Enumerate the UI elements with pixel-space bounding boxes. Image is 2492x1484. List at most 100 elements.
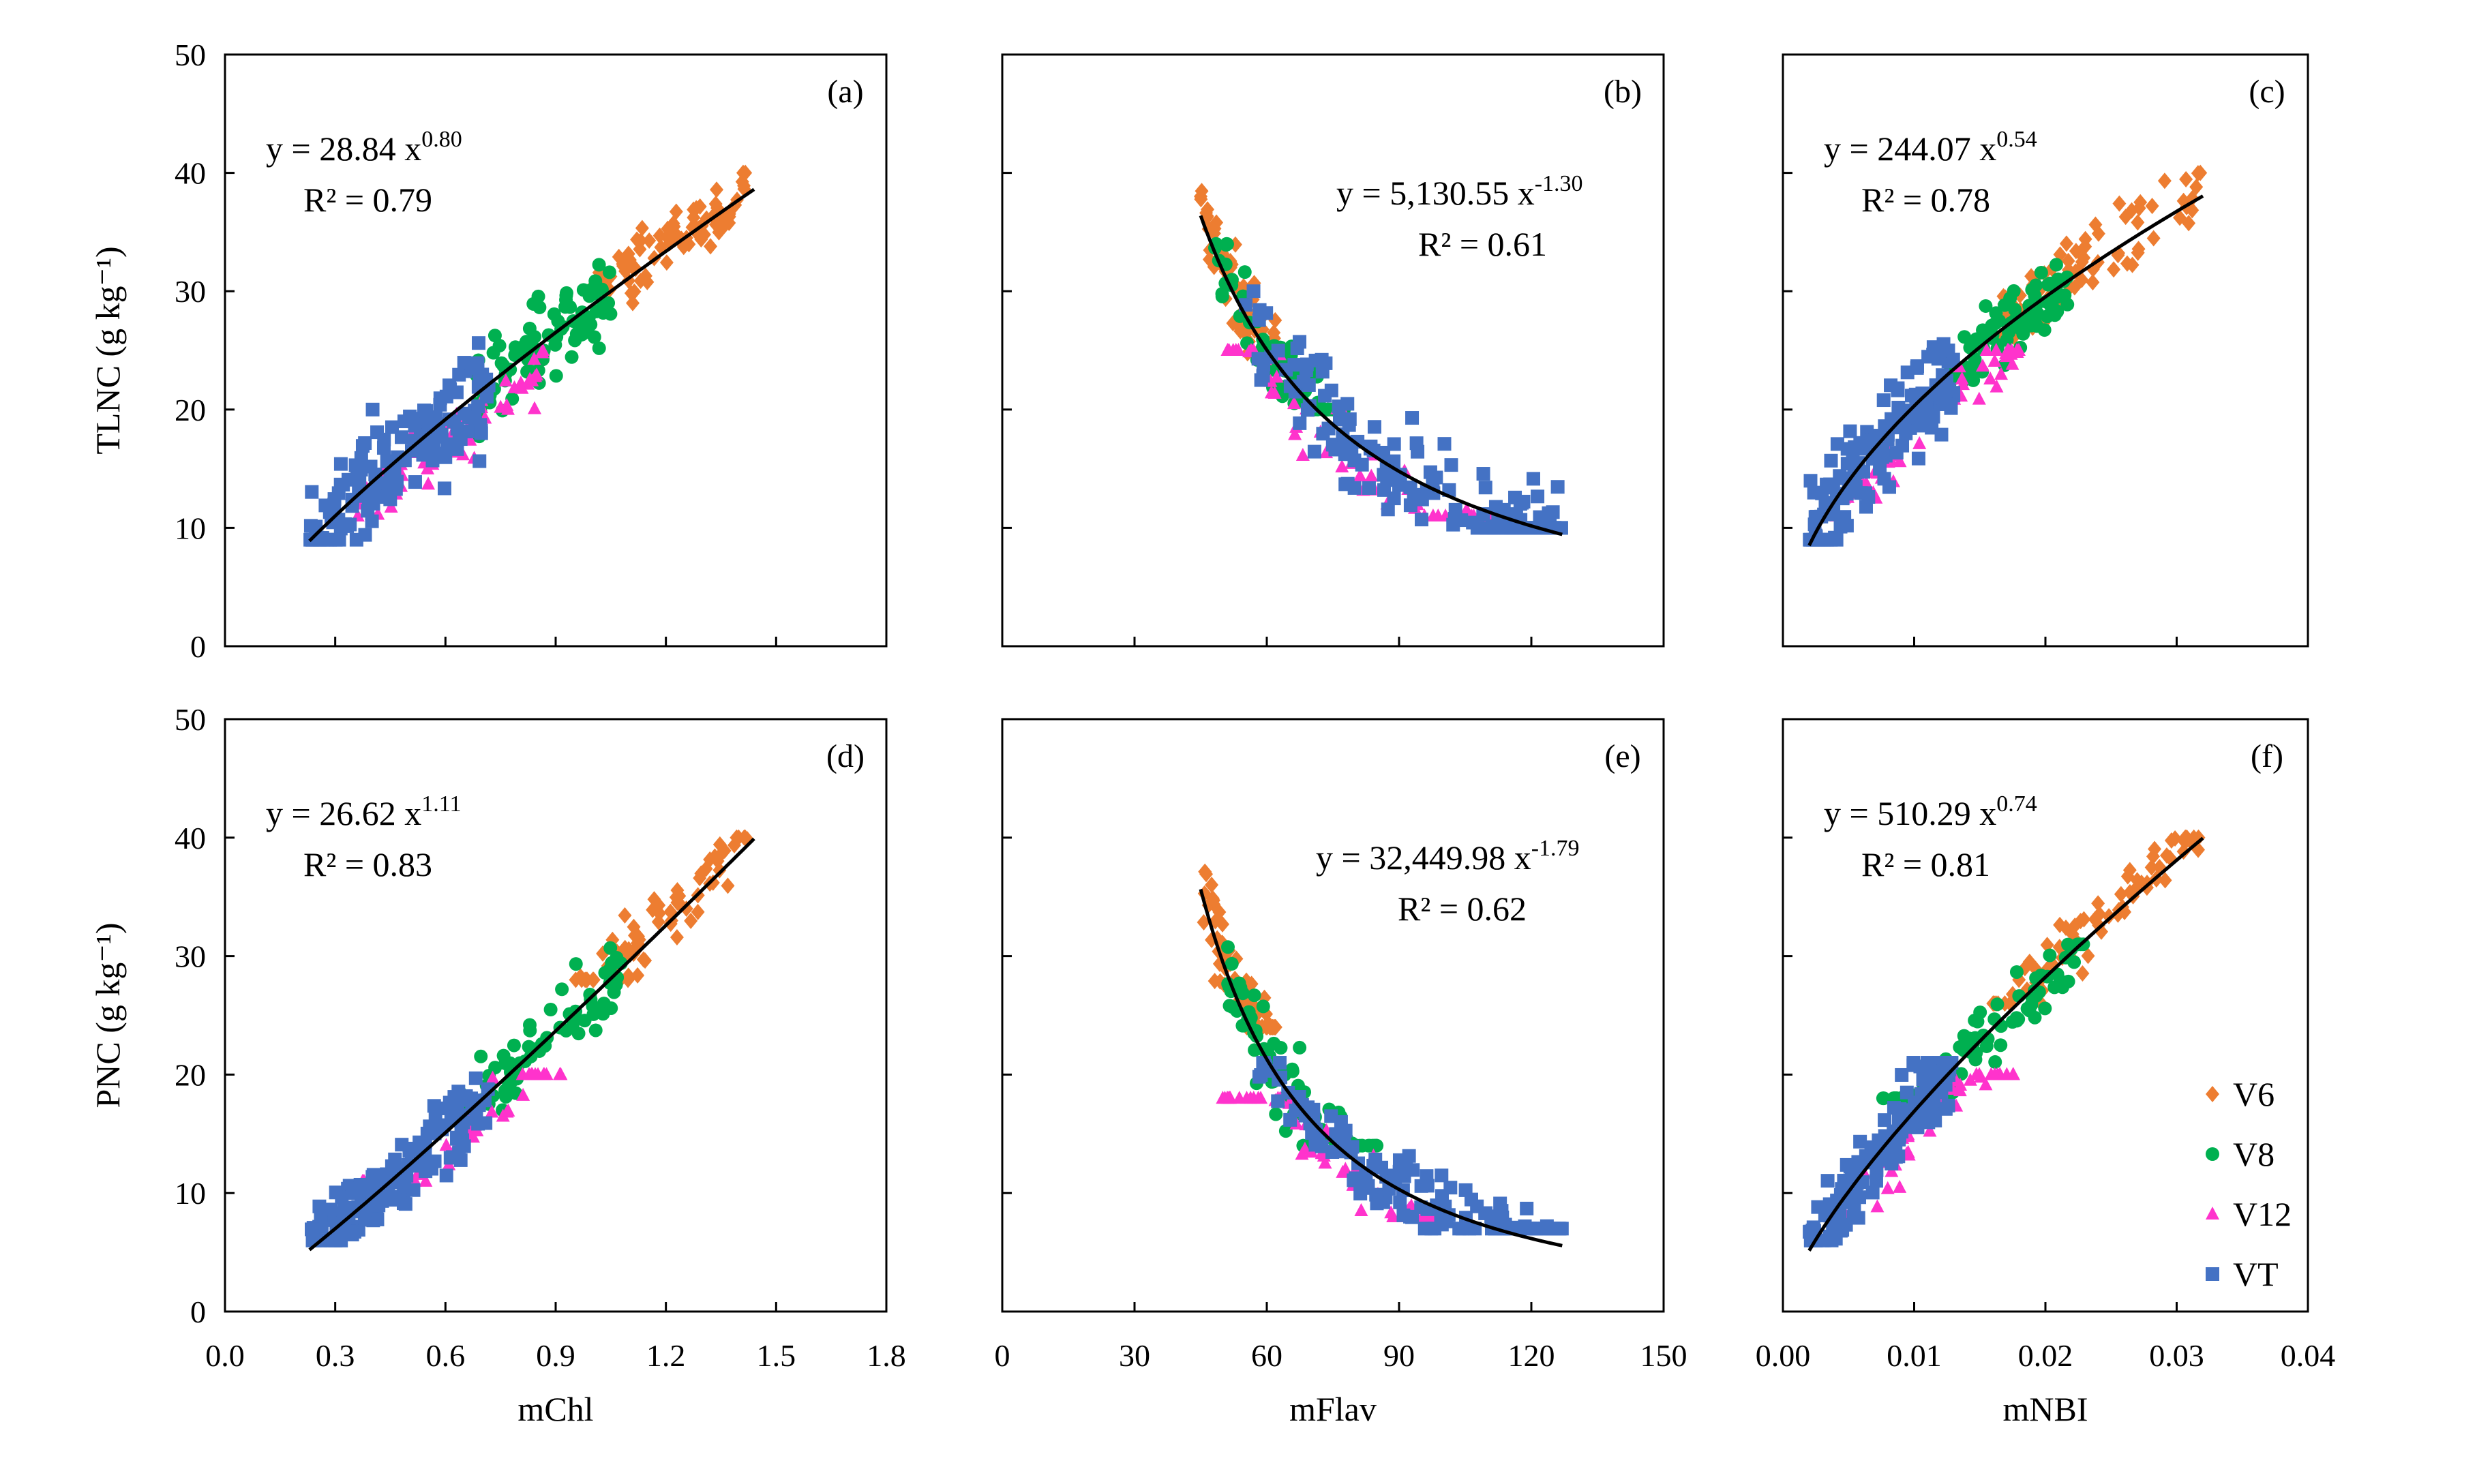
x-tick-label: 0.01 <box>1887 1338 1942 1373</box>
point-vt <box>1387 491 1401 506</box>
point-v8 <box>568 333 582 348</box>
point-v6 <box>730 829 744 846</box>
point-vt <box>1476 467 1490 481</box>
point-v12 <box>1987 353 2002 367</box>
point-vt <box>471 399 485 413</box>
point-v8 <box>584 318 598 332</box>
point-v6 <box>704 238 718 255</box>
point-v8 <box>2040 309 2054 324</box>
point-vt <box>376 441 391 455</box>
point-vt <box>318 498 333 513</box>
point-vt <box>1437 437 1452 451</box>
point-v12 <box>1287 396 1301 410</box>
point-v12 <box>1972 1067 1987 1080</box>
point-v12 <box>531 1067 545 1080</box>
point-vt <box>1826 1221 1840 1235</box>
r-squared: R² = 0.78 <box>1861 181 1990 219</box>
point-vt <box>1495 1210 1510 1224</box>
point-v12 <box>1364 468 1379 482</box>
point-vt <box>305 1222 319 1237</box>
point-v8 <box>610 952 624 966</box>
fit-equation: y = 26.62 x1.11 <box>266 791 461 832</box>
point-v6 <box>2148 841 2162 858</box>
point-vt <box>345 1186 359 1200</box>
point-vt <box>1324 1109 1338 1123</box>
point-vt <box>381 476 395 490</box>
point-v6 <box>2092 905 2107 922</box>
point-v6 <box>2061 252 2075 269</box>
point-vt <box>1424 1222 1439 1236</box>
point-v6 <box>669 203 683 220</box>
r-squared: R² = 0.83 <box>303 845 432 883</box>
point-vt <box>1414 1179 1428 1193</box>
point-v6 <box>1244 975 1259 993</box>
point-vt <box>397 414 411 429</box>
point-vt <box>462 1093 476 1107</box>
x-tick-label: 1.8 <box>867 1338 906 1373</box>
legend-marker-v6 <box>2206 1086 2219 1102</box>
point-vt <box>329 1185 343 1200</box>
fit-equation: y = 32,449.98 x-1.79 <box>1316 836 1580 877</box>
point-vt <box>1900 1085 1914 1100</box>
point-vt <box>1829 532 1844 547</box>
point-v6 <box>631 967 645 984</box>
point-v8 <box>2008 303 2022 317</box>
point-vt <box>434 427 449 442</box>
point-vt <box>1835 1182 1849 1196</box>
point-v12 <box>528 401 542 414</box>
point-v12 <box>1902 1147 1916 1161</box>
point-v6 <box>627 283 642 300</box>
point-v8 <box>603 941 618 955</box>
panel-label: (f) <box>2251 738 2283 774</box>
scatter-points <box>305 829 755 1247</box>
point-v12 <box>1989 343 2003 356</box>
point-v6 <box>1207 973 1222 990</box>
point-v8 <box>2049 258 2063 272</box>
point-vt <box>1306 1102 1321 1117</box>
point-vt <box>1938 1102 1953 1116</box>
point-v8 <box>565 350 579 364</box>
y-tick-label: 30 <box>175 274 206 309</box>
point-vt <box>447 414 461 429</box>
point-vt <box>370 425 385 440</box>
point-vt <box>373 1174 387 1188</box>
point-vt <box>1271 1094 1285 1108</box>
fit-curve <box>1199 215 1563 536</box>
y-axis-title: TLNC (g kg⁻¹) <box>89 246 127 454</box>
y-tick-label: 30 <box>175 939 206 974</box>
point-v8 <box>1256 999 1270 1014</box>
point-v6 <box>2122 862 2137 879</box>
point-v6 <box>2078 238 2092 255</box>
r-squared: R² = 0.61 <box>1418 225 1547 263</box>
x-tick-label: 0.03 <box>2149 1338 2204 1373</box>
point-v6 <box>642 232 657 249</box>
fit-equation: y = 28.84 x0.80 <box>266 127 462 168</box>
point-vt <box>1409 436 1424 451</box>
legend-label-v6: V6 <box>2233 1075 2275 1113</box>
point-v8 <box>2028 316 2043 331</box>
r-squared: R² = 0.81 <box>1861 845 1990 883</box>
x-tick-label: 0 <box>995 1338 1010 1373</box>
point-vt <box>324 1202 338 1217</box>
point-vt <box>1338 447 1352 461</box>
point-vt <box>1252 303 1267 317</box>
point-vt <box>336 1206 350 1220</box>
point-v8 <box>2060 297 2075 312</box>
point-vt <box>1402 1149 1416 1163</box>
point-v6 <box>2157 172 2172 190</box>
point-v6 <box>1268 1018 1282 1035</box>
panel-label: (c) <box>2249 74 2285 110</box>
point-vt <box>1392 478 1406 492</box>
x-tick-label: 0.6 <box>426 1338 466 1373</box>
x-tick-label: 0.00 <box>1756 1338 1811 1373</box>
point-v12 <box>1240 1091 1254 1104</box>
fit-equation: y = 510.29 x0.74 <box>1824 791 2037 832</box>
point-vt <box>358 528 372 542</box>
point-v6 <box>2107 261 2121 278</box>
point-vt <box>1407 487 1421 502</box>
point-v8 <box>582 289 597 303</box>
point-v6 <box>670 894 685 911</box>
point-v6 <box>2131 214 2145 231</box>
point-v12 <box>1354 1202 1368 1216</box>
point-vt <box>428 1109 442 1123</box>
